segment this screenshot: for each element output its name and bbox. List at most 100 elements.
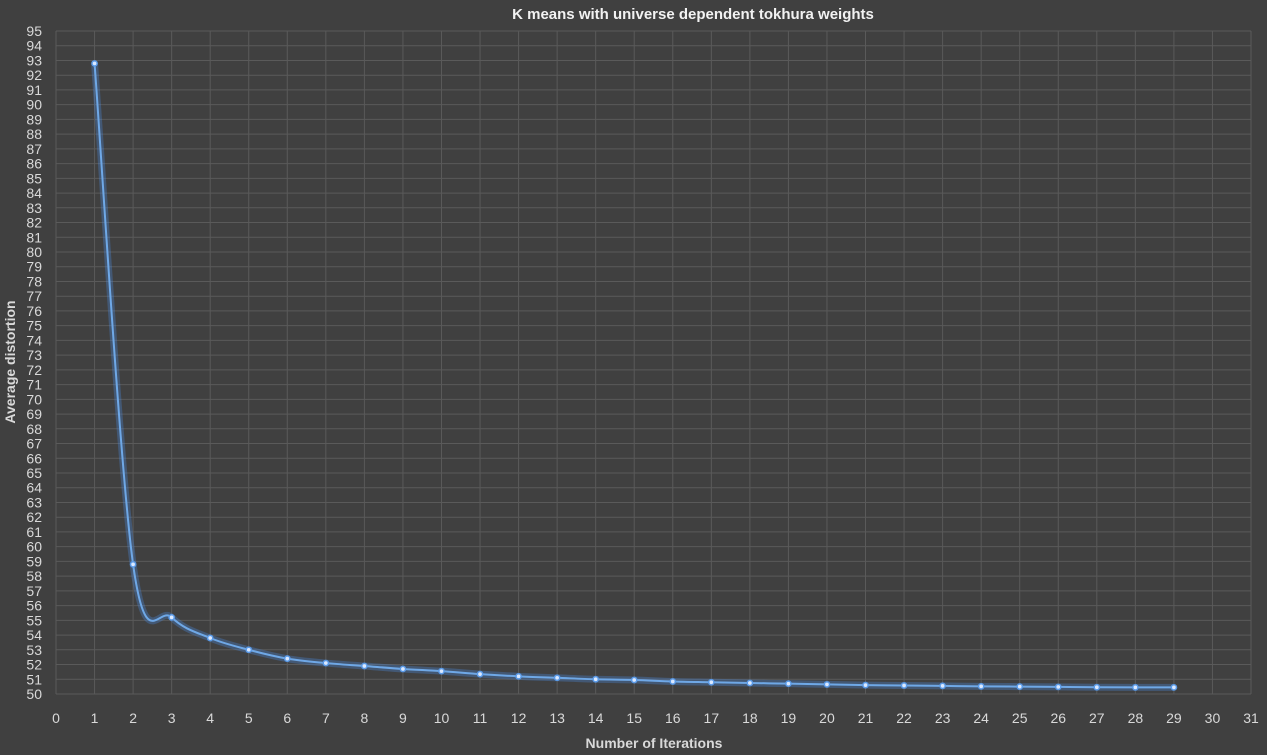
- y-tick-label: 73: [26, 347, 42, 363]
- data-point: [438, 667, 445, 675]
- y-tick-label: 51: [26, 671, 42, 687]
- y-tick-label: 91: [26, 82, 42, 98]
- y-axis-label: Average distortion: [2, 300, 18, 423]
- x-tick-label: 6: [283, 710, 291, 726]
- y-tick-label: 58: [26, 568, 42, 584]
- y-tick-label: 77: [26, 288, 42, 304]
- x-tick-label: 7: [322, 710, 330, 726]
- data-point: [399, 665, 407, 673]
- y-tick-labels: 5051525354555657585960616263646566676869…: [26, 23, 42, 702]
- data-point: [206, 634, 214, 642]
- data-point: [746, 679, 754, 687]
- y-tick-label: 67: [26, 436, 42, 452]
- data-point: [862, 681, 869, 689]
- y-tick-label: 84: [26, 185, 42, 201]
- y-tick-label: 92: [26, 67, 42, 83]
- data-point: [592, 675, 600, 683]
- y-tick-label: 66: [26, 450, 42, 466]
- gridlines: [55, 30, 1252, 695]
- y-tick-label: 79: [26, 259, 42, 275]
- x-tick-label: 22: [896, 710, 912, 726]
- x-tick-label: 4: [206, 710, 214, 726]
- y-tick-label: 56: [26, 598, 42, 614]
- x-tick-label: 16: [665, 710, 681, 726]
- data-point: [1016, 683, 1024, 690]
- y-tick-label: 70: [26, 391, 42, 407]
- data-point: [707, 678, 715, 686]
- x-tick-label: 20: [819, 710, 835, 726]
- y-tick-label: 76: [26, 303, 42, 319]
- x-tick-label: 19: [781, 710, 797, 726]
- y-tick-label: 68: [26, 421, 42, 437]
- y-tick-label: 94: [26, 38, 42, 54]
- x-tick-label: 5: [245, 710, 253, 726]
- data-point: [168, 614, 175, 621]
- x-tick-label: 23: [935, 710, 951, 726]
- y-tick-label: 65: [26, 465, 42, 481]
- x-tick-label: 31: [1243, 710, 1259, 726]
- x-tick-label: 30: [1205, 710, 1221, 726]
- y-tick-label: 57: [26, 583, 42, 599]
- y-tick-label: 83: [26, 200, 42, 216]
- y-tick-label: 81: [26, 229, 42, 245]
- x-tick-label: 25: [1012, 710, 1028, 726]
- data-point: [1170, 684, 1178, 691]
- x-tick-label: 15: [626, 710, 642, 726]
- y-tick-label: 74: [26, 332, 42, 348]
- x-tick-label: 18: [742, 710, 758, 726]
- y-tick-label: 90: [26, 97, 42, 113]
- data-point: [515, 672, 522, 680]
- x-tick-label: 28: [1128, 710, 1144, 726]
- y-tick-label: 64: [26, 480, 42, 496]
- x-tick-label: 29: [1166, 710, 1182, 726]
- y-tick-label: 71: [26, 377, 42, 393]
- data-point: [553, 674, 561, 682]
- y-tick-label: 72: [26, 362, 42, 378]
- data-point: [1093, 683, 1101, 691]
- x-tick-label: 26: [1050, 710, 1066, 726]
- chart-title: K means with universe dependent tokhura …: [512, 6, 874, 23]
- data-point: [900, 682, 908, 689]
- y-tick-label: 60: [26, 539, 42, 555]
- x-tick-label: 14: [588, 710, 604, 726]
- data-point: [785, 680, 792, 688]
- x-tick-label: 27: [1089, 710, 1105, 726]
- y-tick-label: 62: [26, 509, 42, 525]
- y-tick-label: 95: [26, 23, 42, 39]
- y-tick-label: 52: [26, 657, 42, 673]
- y-tick-label: 54: [26, 627, 42, 643]
- data-point: [823, 681, 831, 688]
- data-point: [669, 678, 677, 685]
- data-point: [630, 676, 638, 684]
- data-point: [91, 60, 98, 67]
- y-tick-label: 75: [26, 318, 42, 334]
- x-tick-label: 12: [511, 710, 527, 726]
- y-tick-label: 55: [26, 612, 42, 628]
- data-point: [476, 670, 484, 678]
- y-tick-label: 86: [26, 156, 42, 172]
- x-tick-label: 21: [858, 710, 874, 726]
- y-tick-label: 89: [26, 111, 42, 127]
- data-point: [322, 659, 330, 667]
- x-tick-label: 11: [473, 710, 488, 726]
- y-tick-label: 80: [26, 244, 42, 260]
- x-tick-label: 13: [549, 710, 565, 726]
- x-tick-label: 1: [91, 710, 99, 726]
- y-tick-label: 87: [26, 141, 42, 157]
- y-tick-label: 61: [26, 524, 42, 540]
- y-tick-label: 82: [26, 215, 42, 231]
- x-tick-label: 0: [52, 710, 60, 726]
- y-tick-label: 78: [26, 273, 42, 289]
- data-point: [129, 560, 137, 568]
- series-layer: [91, 60, 1178, 691]
- y-tick-label: 53: [26, 642, 42, 658]
- data-point: [283, 655, 291, 662]
- y-tick-label: 50: [26, 686, 42, 702]
- data-point: [1132, 684, 1139, 691]
- x-tick-label: 3: [168, 710, 176, 726]
- x-tick-labels: 0 1 2 3 4 5 6 7 8 9 10 11 12 13 14 15 16 17 18 19 20 21 22 23 24…: [52, 710, 1259, 726]
- y-tick-label: 85: [26, 170, 42, 186]
- data-point: [939, 682, 946, 690]
